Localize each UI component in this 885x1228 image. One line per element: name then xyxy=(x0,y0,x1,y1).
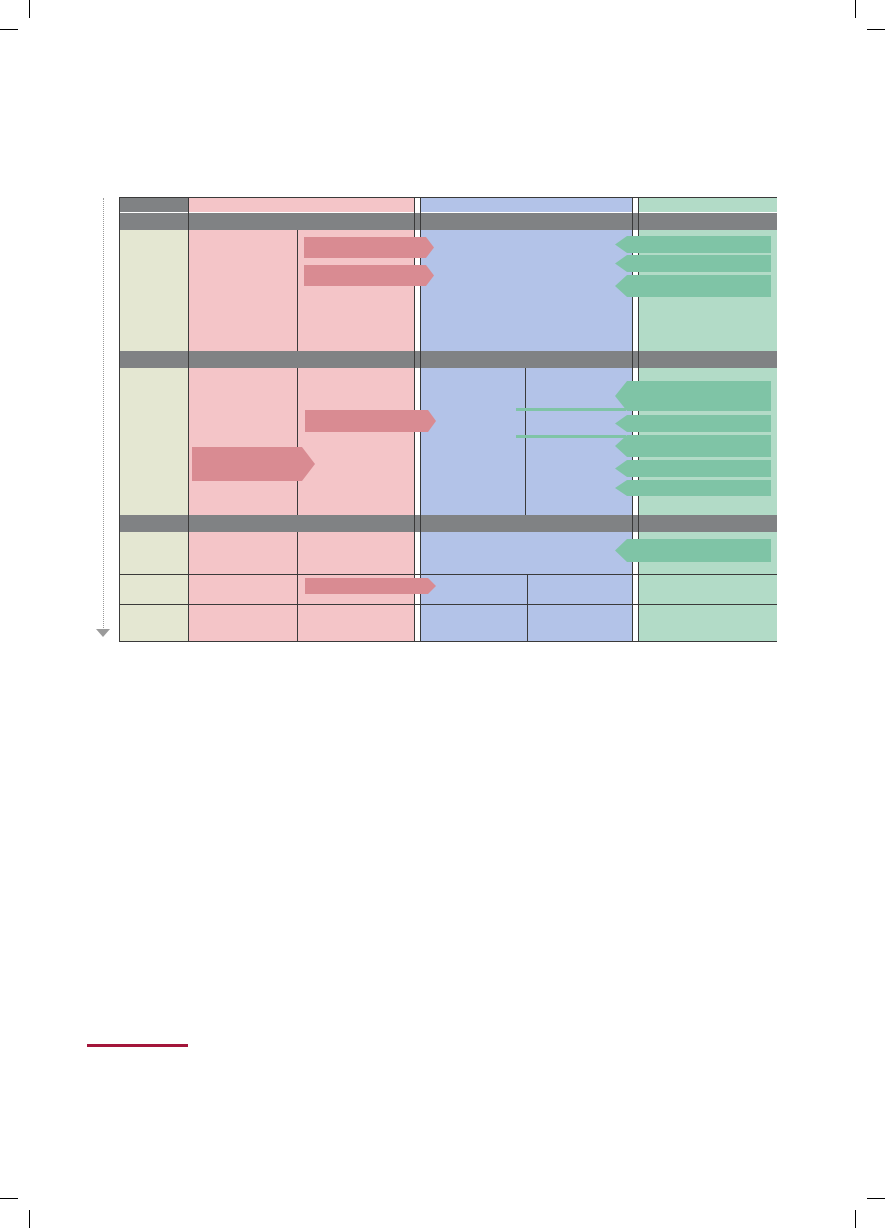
section-1-pink-a xyxy=(188,230,297,351)
green-connector-line-1 xyxy=(516,408,626,411)
green-arrow-1 xyxy=(615,236,771,253)
green-arrow-6 xyxy=(615,435,771,457)
grid-line-bottom xyxy=(119,641,777,642)
grid-line-left xyxy=(119,197,120,642)
green-arrow-2 xyxy=(615,255,771,272)
grid-line-label xyxy=(188,197,189,642)
row-3b-green xyxy=(638,574,777,604)
header-cell-green xyxy=(638,197,777,212)
row-3c-blue-a xyxy=(420,604,527,642)
section-2-pink-b xyxy=(297,368,414,515)
section-1-blue xyxy=(420,230,632,351)
down-triangle-icon xyxy=(96,629,110,637)
grid-line-row-3c xyxy=(119,604,777,605)
crop-mark-tl-v xyxy=(29,0,30,18)
row-3c-label-cell xyxy=(119,604,188,642)
crop-mark-tr-v xyxy=(855,0,856,18)
section-bar-2 xyxy=(119,351,777,368)
grid-line-pink-split xyxy=(297,230,298,351)
row-3c-pink-a xyxy=(188,604,297,642)
row-3b-label-cell xyxy=(119,574,188,604)
section-2-pink-a xyxy=(188,368,297,515)
row-3a-pink-a xyxy=(188,532,297,574)
grid-line-blue-split-2 xyxy=(525,368,526,515)
crop-mark-br-v xyxy=(855,1210,856,1228)
row-3a-label-cell xyxy=(119,532,188,574)
row-3b-blue-a xyxy=(420,574,527,604)
row-3b-blue-b xyxy=(527,574,632,604)
section-bar-3 xyxy=(119,515,777,532)
grid-line-row-3b xyxy=(119,574,777,575)
header-cell-corner xyxy=(119,197,188,212)
grid-line-blue-split-3 xyxy=(527,574,528,642)
crop-mark-bl-h xyxy=(0,1198,18,1199)
header-cell-pink xyxy=(188,197,414,212)
green-arrow-9 xyxy=(615,539,771,562)
row-3c-pink-b xyxy=(297,604,414,642)
pink-arrow-5 xyxy=(305,578,436,594)
crop-mark-tr-h xyxy=(867,29,885,30)
grid-line-pink-split-3 xyxy=(297,532,298,642)
section-bar-1 xyxy=(119,213,777,230)
crop-mark-tl-h xyxy=(0,29,18,30)
green-arrow-5 xyxy=(615,415,771,432)
row-3a-blue xyxy=(420,532,632,574)
green-arrow-3 xyxy=(615,275,771,297)
grid-line-top xyxy=(119,197,777,198)
section-2-label-cell xyxy=(119,368,188,515)
row-3c-green xyxy=(638,604,777,642)
green-arrow-4 xyxy=(615,381,771,411)
section-2-blue-a xyxy=(420,368,525,515)
pink-arrow-1 xyxy=(304,237,434,258)
crop-mark-br-h xyxy=(867,1198,885,1199)
section-1-label-cell xyxy=(119,230,188,351)
pink-arrow-4 xyxy=(192,447,315,481)
row-3c-blue-b xyxy=(527,604,632,642)
row-3b-pink-a xyxy=(188,574,297,604)
timeline-dotted-line xyxy=(103,198,104,628)
section-2-blue-b xyxy=(525,368,632,515)
pink-arrow-3 xyxy=(305,410,436,432)
accent-rule xyxy=(87,1044,188,1047)
header-cell-blue xyxy=(420,197,632,212)
crop-mark-bl-v xyxy=(29,1210,30,1228)
pink-arrow-2 xyxy=(304,265,434,286)
green-arrow-7 xyxy=(615,460,771,477)
green-arrow-8 xyxy=(615,480,771,496)
green-connector-line-2 xyxy=(516,435,626,438)
grid-line-pink-split-2 xyxy=(297,368,298,515)
row-3a-pink-b xyxy=(297,532,414,574)
